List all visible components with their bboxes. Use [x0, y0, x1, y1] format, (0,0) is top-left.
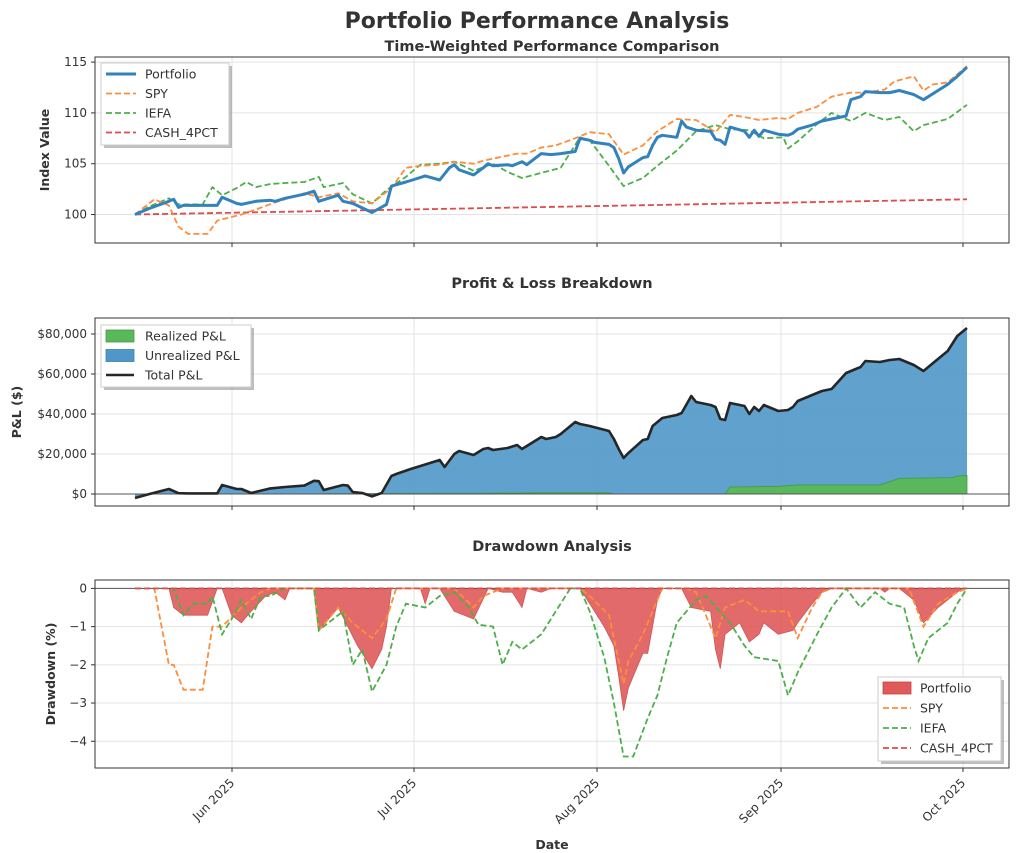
- date-xtick-label-2: Aug 2025: [552, 776, 603, 827]
- performance-ytick-label-1: 105: [64, 157, 87, 171]
- drawdown-legend-label-1: SPY: [920, 701, 943, 716]
- performance-line-iefa: [134, 104, 968, 216]
- drawdown-ytick-label-0: 0: [79, 581, 87, 595]
- performance-line-portfolio: [134, 66, 969, 216]
- performance-ytick-label-3: 115: [64, 55, 87, 69]
- performance-legend-label-0: Portfolio: [145, 67, 196, 82]
- performance-series: [134, 65, 969, 235]
- drawdown-axes-frame: [94, 579, 1010, 769]
- pnl-series: [95, 326, 1009, 500]
- pnl-ytick-label-2: $40,000: [37, 407, 87, 421]
- pnl-ytick-label-4: $80,000: [37, 327, 87, 341]
- drawdown-portfolio-area: [135, 587, 967, 711]
- pnl-panel: Profit & Loss Breakdown $0 $20,000 $40,000…: [9, 276, 1010, 510]
- performance-line-cash-4pct: [134, 198, 968, 216]
- performance-legend: Portfolio SPY IEFA CASH_4PCT: [100, 62, 232, 148]
- pnl-legend-label-2: Total P&L: [144, 368, 202, 383]
- drawdown-line-iefa: [135, 586, 968, 758]
- date-xtick-label-1: Jul 2025: [374, 776, 419, 821]
- date-xtick-label-4: Oct 2025: [919, 776, 968, 825]
- figure-title: Portfolio Performance Analysis: [345, 9, 730, 34]
- pnl-y-axis-label: P&L ($): [9, 386, 24, 439]
- performance-legend-label-2: IEFA: [145, 106, 172, 121]
- date-xtick-label-3: Sep 2025: [736, 776, 786, 826]
- drawdown-y-axis-label: Drawdown (%): [43, 623, 58, 726]
- performance-grid: [95, 57, 1009, 247]
- date-xtick-label-0: Jun 2025: [189, 776, 237, 824]
- performance-axes-frame: [94, 56, 1010, 244]
- drawdown-legend: Portfolio SPY IEFA CASH_4PCT: [877, 676, 1004, 764]
- pnl-axes-frame: [94, 317, 1010, 507]
- drawdown-legend-label-0: Portfolio: [920, 681, 971, 696]
- pnl-total-line: [134, 326, 968, 500]
- performance-legend-label-3: CASH_4PCT: [145, 125, 218, 140]
- performance-ytick-label-2: 110: [64, 106, 87, 120]
- drawdown-ytick-label-4: −4: [69, 734, 87, 748]
- pnl-realized-area: [135, 475, 968, 495]
- performance-y-ticks: 100 105 110 115: [64, 55, 95, 222]
- performance-ytick-label-0: 100: [64, 208, 87, 222]
- pnl-ytick-label-0: $0: [72, 487, 87, 501]
- performance-legend-label-1: SPY: [145, 86, 168, 101]
- drawdown-legend-swatch-0: [882, 681, 912, 695]
- x-axis-label: Date: [535, 837, 568, 852]
- pnl-legend-swatch-1: [105, 349, 135, 362]
- drawdown-series: [95, 586, 1009, 758]
- performance-y-axis-label: Index Value: [37, 109, 52, 191]
- drawdown-panel-title: Drawdown Analysis: [472, 539, 631, 555]
- date-x-ticks: Jun 2025 Jul 2025 Aug 2025 Sep 2025 Oct 2025: [189, 776, 968, 827]
- performance-panel-title: Time-Weighted Performance Comparison: [385, 39, 720, 55]
- pnl-ytick-label-3: $60,000: [37, 367, 87, 381]
- drawdown-legend-label-2: IEFA: [920, 721, 947, 736]
- drawdown-ytick-label-2: −2: [69, 658, 87, 672]
- performance-panel: Time-Weighted Performance Comparison 100…: [37, 39, 1010, 247]
- drawdown-panel: Drawdown Analysis 0 −1 −2 −3 −4 Drawdown (%)…: [43, 539, 1010, 827]
- pnl-legend-label-0: Realized P&L: [145, 329, 226, 344]
- pnl-legend: Realized P&L Unrealized P&L Total P&L: [100, 324, 254, 390]
- pnl-unrealized-area: [135, 328, 967, 498]
- pnl-ytick-label-1: $20,000: [37, 447, 87, 461]
- performance-line-spy: [134, 65, 968, 235]
- pnl-panel-title: Profit & Loss Breakdown: [451, 276, 652, 292]
- performance-legend-box: [100, 62, 230, 146]
- pnl-legend-swatch-0: [105, 329, 135, 343]
- pnl-legend-label-1: Unrealized P&L: [145, 348, 240, 363]
- drawdown-legend-label-3: CASH_4PCT: [920, 741, 993, 756]
- drawdown-ytick-label-1: −1: [69, 620, 87, 634]
- drawdown-ytick-label-3: −3: [69, 696, 87, 710]
- pnl-y-ticks: $0 $20,000 $40,000 $60,000 $80,000: [37, 327, 95, 501]
- drawdown-line-spy: [135, 587, 968, 691]
- drawdown-y-ticks: 0 −1 −2 −3 −4: [69, 581, 95, 748]
